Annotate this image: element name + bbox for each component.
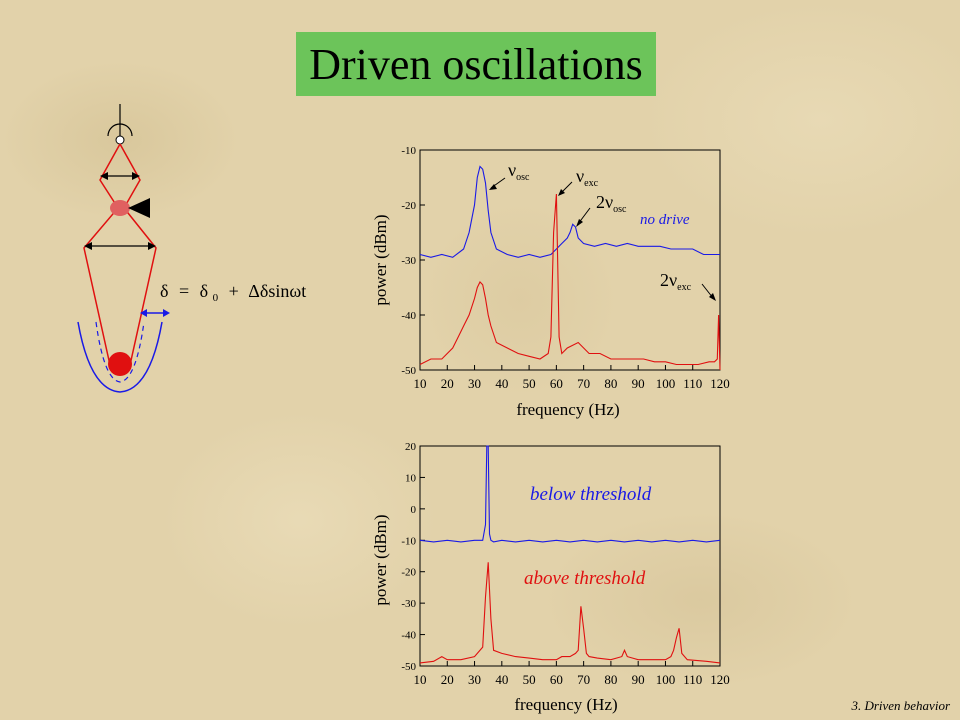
chart-bottom: 10 20 30 40 50 60 70 80 90 100 110 120 20100-10-20-…	[371, 441, 730, 714]
y-tick-label: 10	[405, 472, 417, 484]
chart-top-xticks: 10 20 30 40 50 60 70 80 90 100 110 120	[414, 365, 730, 391]
formula-sub0: 0	[213, 292, 219, 304]
arrowhead-left-icon	[100, 172, 108, 180]
driver-mass	[110, 200, 130, 216]
chart-bottom-series	[419, 445, 721, 664]
x-tick-label: 80	[604, 672, 617, 687]
formula-plus: +	[229, 281, 239, 301]
chart-top-frame	[419, 149, 721, 371]
arrowhead-icon	[489, 184, 497, 190]
x-tick-label: 30	[468, 672, 481, 687]
oscillator-diagram	[77, 104, 170, 393]
x-tick-label: 50	[523, 376, 536, 391]
chart-top: 10 20 30 40 50 60 70 80 90 100 110 120 -10 -20 -30 -40…	[371, 145, 730, 419]
y-tick-label: -10	[401, 145, 416, 157]
y-tick-label: -50	[401, 661, 416, 673]
x-tick-label: 70	[577, 672, 590, 687]
x-tick-label: 50	[523, 672, 536, 687]
y-tick-label: -10	[401, 535, 416, 547]
formula-delta: δ	[160, 281, 168, 301]
annotation-above-threshold: above threshold	[524, 568, 646, 589]
pivot-arc	[107, 123, 133, 137]
x-tick-label: 90	[632, 672, 645, 687]
arrowhead-left-icon	[84, 242, 92, 250]
arrowhead-left-icon	[140, 309, 147, 317]
x-tick-label: 110	[683, 672, 702, 687]
chart-top-yticks: -10 -20 -30 -40 -50	[401, 145, 425, 377]
formula-term: Δδsinωt	[248, 281, 306, 301]
drive-formula: δ = δ 0 + Δδsinωt	[160, 281, 306, 305]
x-tick-label: 120	[710, 672, 730, 687]
formula-eq: =	[179, 281, 189, 301]
x-tick-label: 70	[577, 376, 590, 391]
potential-well-dashed	[95, 321, 145, 383]
chart-top-series	[419, 165, 721, 371]
arrowhead-right-icon	[163, 309, 170, 317]
annotation-nu-osc: νosc	[508, 160, 530, 183]
x-tick-label: 40	[495, 672, 508, 687]
x-tick-label: 120	[710, 376, 730, 391]
chart-top-ylabel: power (dBm)	[371, 214, 390, 305]
y-tick-label: -30	[401, 255, 416, 267]
x-tick-label: 10	[414, 672, 427, 687]
annotation-2nu-exc: 2νexc	[660, 270, 692, 293]
y-tick-label: -20	[401, 567, 416, 579]
slide-title-box: Driven oscillations	[296, 32, 656, 96]
annotation-no-drive: no drive	[640, 212, 690, 228]
series-line-0	[419, 445, 721, 543]
y-tick-label: -40	[401, 630, 416, 642]
x-tick-label: 30	[468, 376, 481, 391]
potential-well-solid	[77, 321, 163, 393]
chart-bottom-ylabel: power (dBm)	[371, 514, 390, 605]
slide-footer: 3. Driven behavior	[851, 698, 950, 713]
y-tick-label: -30	[401, 598, 416, 610]
y-tick-label: -40	[401, 310, 416, 322]
x-tick-label: 100	[656, 376, 676, 391]
x-tick-label: 110	[683, 376, 702, 391]
arrowhead-right-icon	[132, 172, 140, 180]
x-tick-label: 90	[632, 376, 645, 391]
drive-triangle-icon	[128, 198, 150, 218]
annotation-below-threshold: below threshold	[530, 484, 652, 505]
chart-bottom-xlabel: frequency (Hz)	[514, 695, 617, 714]
x-tick-label: 40	[495, 376, 508, 391]
formula-delta0: δ	[200, 281, 208, 301]
x-tick-label: 20	[441, 672, 454, 687]
arrowhead-icon	[558, 189, 565, 196]
series-line-0	[419, 165, 720, 258]
arrowhead-icon	[709, 293, 716, 301]
x-tick-label: 80	[604, 376, 617, 391]
chart-bottom-frame	[419, 445, 721, 667]
y-tick-label: 0	[411, 504, 417, 516]
x-tick-label: 100	[656, 672, 676, 687]
y-tick-label: -50	[401, 365, 416, 377]
x-tick-label: 10	[414, 376, 427, 391]
pendulum-frame	[83, 143, 157, 366]
chart-bottom-xticks: 10 20 30 40 50 60 70 80 90 100 110 120	[414, 661, 730, 687]
annotation-nu-exc: νexc	[576, 166, 599, 189]
annotation-2nu-osc: 2νosc	[596, 192, 627, 215]
y-tick-label: -20	[401, 200, 416, 212]
series-line-1	[419, 193, 721, 371]
arrowhead-right-icon	[148, 242, 156, 250]
pivot-circle	[115, 135, 125, 145]
oscillating-ball	[108, 352, 132, 376]
series-line-1	[419, 562, 721, 664]
x-tick-label: 20	[441, 376, 454, 391]
y-tick-label: 20	[405, 441, 417, 453]
arrowhead-icon	[576, 219, 583, 227]
chart-bottom-yticks: 20 10 0 -10 -20 -30 -40 -50	[401, 441, 425, 673]
slide-title: Driven oscillations	[309, 39, 643, 89]
chart-top-xlabel: frequency (Hz)	[516, 400, 619, 419]
x-tick-label: 60	[550, 672, 563, 687]
x-tick-label: 60	[550, 376, 563, 391]
